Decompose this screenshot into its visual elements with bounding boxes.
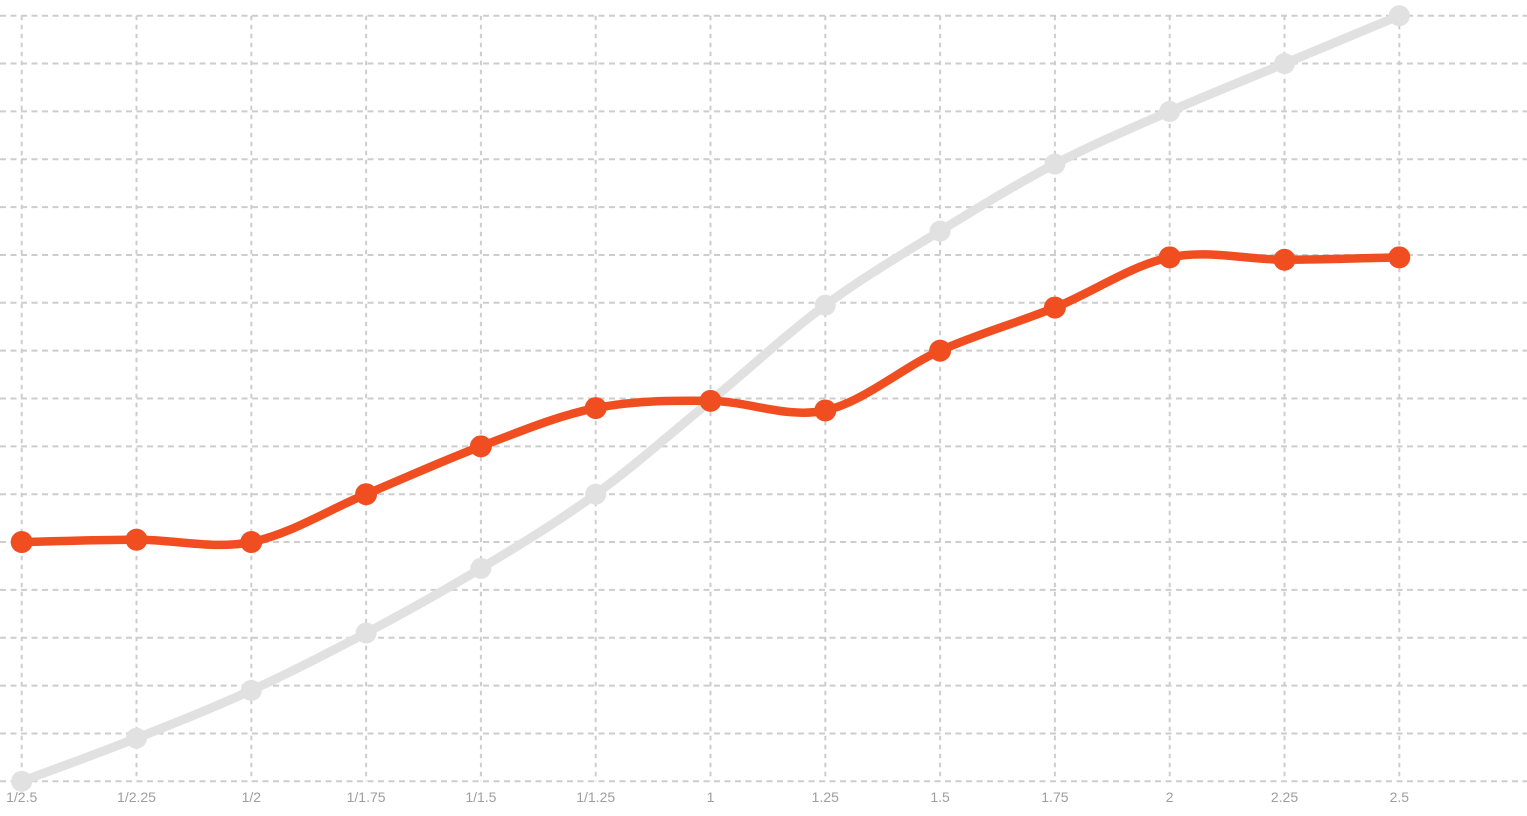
orange-series-point — [814, 399, 837, 422]
orange-series-point — [240, 531, 263, 554]
gray-series-point — [1159, 100, 1181, 122]
gray-series-point — [814, 294, 836, 316]
gray-series-point — [11, 770, 33, 792]
orange-series-point — [1158, 246, 1181, 269]
gray-series-point — [126, 727, 147, 749]
gray-series-point — [1388, 5, 1410, 27]
gray-series-point — [355, 622, 377, 644]
orange-series-point — [1043, 296, 1066, 319]
gray-series-point — [1274, 53, 1295, 75]
orange-series-point — [1388, 246, 1411, 269]
orange-series-point — [355, 483, 378, 506]
orange-series-point — [929, 339, 952, 362]
orange-series-point — [1273, 248, 1296, 271]
gray-series-point — [585, 483, 607, 505]
gray-series-point — [1044, 153, 1066, 175]
orange-series-point — [10, 531, 33, 554]
orange-series-point — [699, 389, 722, 412]
gray-series-point — [470, 557, 492, 579]
gray-series-point — [929, 220, 951, 242]
gray-series-point — [240, 679, 262, 701]
orange-series-point — [584, 397, 607, 420]
orange-series-point — [469, 435, 492, 458]
orange-series-point — [125, 528, 148, 551]
